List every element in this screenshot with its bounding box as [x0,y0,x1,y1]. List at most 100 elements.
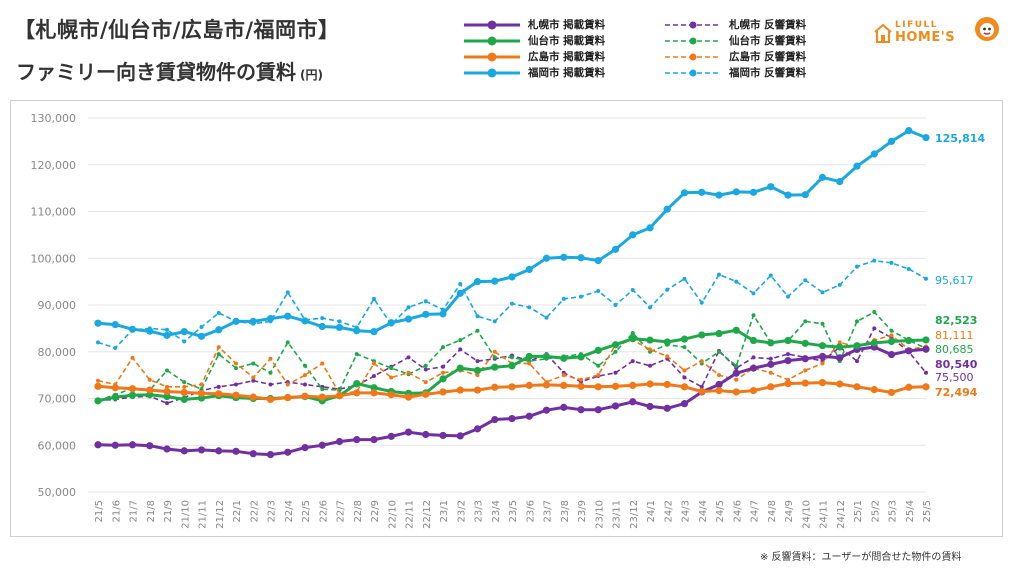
y-tick-label: 90,000 [38,299,77,312]
data-point [663,404,671,412]
data-point [853,342,861,350]
data-point [663,205,671,213]
data-point [199,324,204,329]
data-point [717,272,721,277]
unit-label: (円) [300,68,323,82]
data-point [128,325,137,333]
data-point [734,377,739,382]
data-point [818,352,827,361]
x-tick-label: 24/4 [698,500,709,522]
data-point [406,370,411,375]
data-point [492,349,497,354]
end-value-label: 72,494 [935,386,978,399]
data-point [491,415,499,424]
data-point [422,430,430,439]
legend-label: 仙台市 反響賃料 [729,35,807,47]
data-point [717,373,721,378]
data-point [922,383,930,391]
footnote: ※ 反響賃料：ユーザーが問合せた物件の賃料 [760,552,962,563]
x-tick-label: 23/5 [508,500,519,522]
data-point [611,382,620,390]
data-point [285,340,290,345]
x-tick-label: 23/9 [577,500,588,522]
data-point [596,363,601,368]
x-tick-label: 21/9 [163,500,174,522]
data-point [508,415,516,423]
y-tick-label: 120,000 [31,159,77,172]
y-tick-label: 60,000 [38,439,77,452]
x-tick-label: 21/7 [129,500,140,522]
data-point [199,382,204,387]
data-point [456,289,464,297]
x-tick-label: 22/12 [422,500,433,529]
data-point [889,260,894,265]
data-point [249,393,257,401]
data-point [163,445,171,453]
data-point [284,393,292,402]
data-point [197,446,206,454]
end-value-label: 82,523 [935,314,977,327]
data-point [818,379,827,387]
legend-swatch [665,21,721,29]
data-point [318,441,326,449]
data-point [492,355,497,360]
data-point [285,290,290,295]
data-point [924,370,928,375]
data-point [611,341,620,349]
data-point [613,370,618,375]
x-tick-label: 22/4 [284,500,295,522]
y-tick-label: 130,000 [31,112,77,125]
legend-label: 広島市 掲載賃料 [528,51,606,63]
legend-swatch [464,52,520,62]
data-point [284,448,292,456]
data-point [629,231,637,239]
data-point [749,386,758,395]
data-point [905,336,913,345]
data-point [715,386,723,395]
data-point [337,319,342,324]
data-point [872,258,877,263]
x-tick-label: 24/5 [715,500,726,522]
data-point [320,387,325,392]
x-tick-label: 21/12 [215,500,226,529]
x-tick-label: 25/3 [888,500,899,522]
data-point [370,384,378,392]
data-point [732,188,740,196]
data-point [577,254,585,262]
x-tick-label: 22/1 [232,500,243,522]
y-tick-label: 70,000 [38,393,77,406]
data-point [596,373,601,378]
data-point [216,352,221,357]
data-point [751,355,756,360]
legend-swatch [464,68,520,78]
data-point [182,384,187,389]
x-tick-label: 25/2 [870,500,881,522]
data-point [818,173,827,181]
data-point [629,381,637,390]
data-point [784,379,792,388]
data-point [353,379,361,388]
data-point [266,451,275,459]
data-point [924,276,928,281]
data-point [579,294,583,299]
plot-frame [10,100,1003,537]
data-point [180,447,188,455]
data-point [404,315,413,323]
data-point [646,402,654,411]
data-point [803,319,808,324]
x-tick-label: 23/11 [612,500,623,529]
x-tick-label: 22/11 [405,500,416,529]
data-point [146,327,154,335]
data-point [680,400,689,408]
data-point [353,327,361,335]
data-point [197,389,206,397]
x-tick-label: 22/8 [353,500,364,522]
data-point [423,363,428,368]
data-point [698,188,706,196]
data-point [249,317,257,325]
x-tick-label: 23/8 [560,500,571,522]
data-point [128,385,137,393]
data-point [682,375,687,380]
data-point [301,392,309,400]
data-point [456,432,464,440]
